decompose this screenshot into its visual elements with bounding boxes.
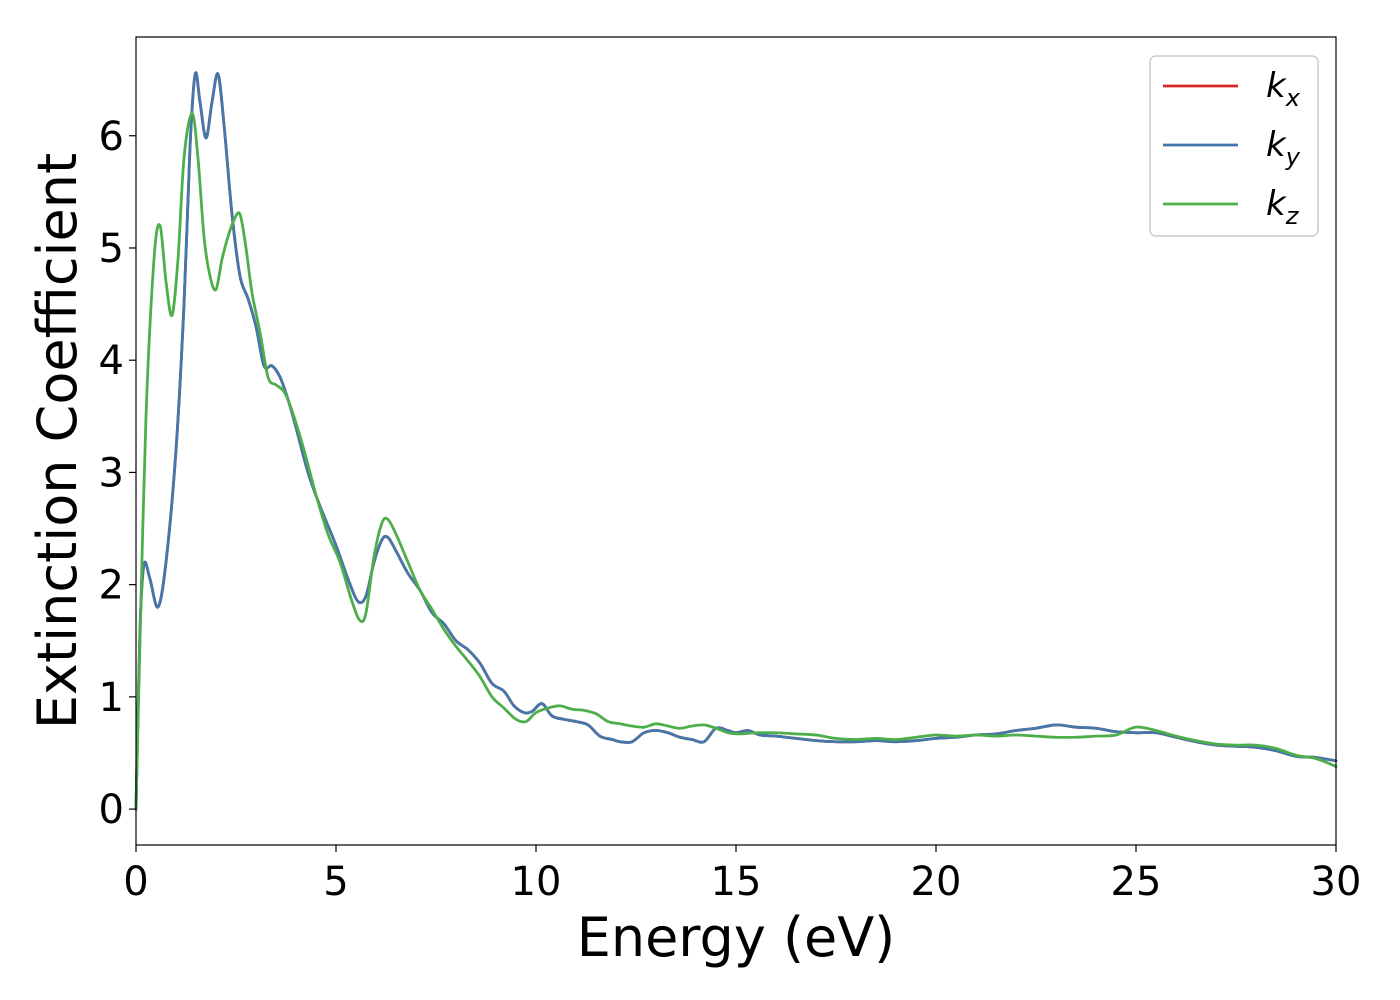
y-axis-ticks: 0 1 2 3 4 5 6	[99, 114, 136, 833]
legend-label-subscript: x	[1285, 84, 1301, 112]
series-layer	[134, 71, 1338, 811]
x-tick-label: 0	[123, 859, 148, 905]
legend-label-kz: kz	[1266, 184, 1300, 230]
x-tick-label: 30	[1311, 859, 1362, 905]
legend-label-main: k	[1266, 125, 1287, 165]
y-tick-label: 6	[99, 114, 124, 160]
x-tick-label: 5	[323, 859, 348, 905]
legend-label-ky: ky	[1266, 125, 1301, 171]
legend-label-subscript: y	[1285, 143, 1301, 171]
y-tick-label: 4	[99, 338, 124, 384]
y-axis-title: Extinction Coefficient	[26, 153, 89, 729]
y-tick-label: 1	[99, 675, 124, 721]
legend-label-main: k	[1266, 66, 1287, 106]
x-axis-title: Energy (eV)	[577, 906, 896, 969]
y-tick-label: 3	[99, 450, 124, 496]
x-tick-label: 25	[1111, 859, 1162, 905]
y-tick-label: 2	[99, 563, 124, 609]
legend-label-kx: kx	[1266, 66, 1301, 112]
plot-background	[136, 37, 1336, 845]
series-line-ky	[134, 71, 1338, 811]
x-tick-label: 20	[911, 859, 962, 905]
x-tick-label: 15	[711, 859, 762, 905]
legend-label-subscript: z	[1285, 202, 1300, 230]
legend-label-main: k	[1266, 184, 1287, 224]
series-line-kz	[134, 111, 1338, 811]
y-tick-label: 5	[99, 226, 124, 272]
x-tick-label: 10	[511, 859, 562, 905]
x-axis-ticks: 0 5 10 15 20 25 30	[123, 845, 1361, 905]
y-tick-label: 0	[99, 787, 124, 833]
